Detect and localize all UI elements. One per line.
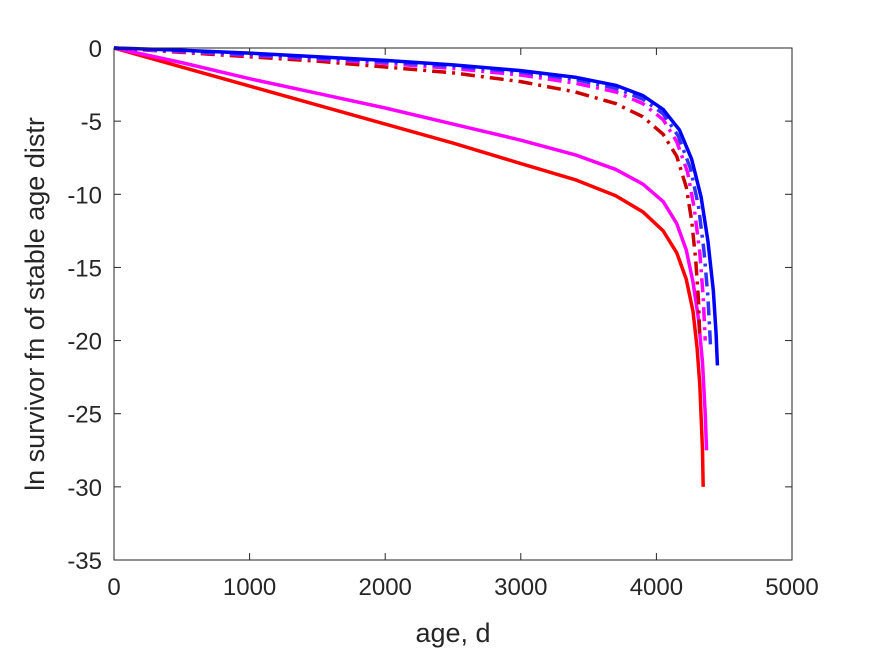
axes: 0 1000 2000 3000 4000 5000 0 -5 -10 -15 -20 -25 -30 -…	[67, 36, 818, 601]
y-tick-label: -15	[67, 255, 102, 282]
y-tick-label: -25	[67, 402, 102, 429]
y-tick-label: -30	[67, 475, 102, 502]
series-line-3	[114, 46, 702, 338]
x-tick-label: 1000	[223, 574, 276, 601]
y-tick-label: -20	[67, 329, 102, 356]
x-axis-label: age, d	[415, 618, 490, 648]
y-tick-label: -5	[81, 109, 102, 136]
x-tick-label: 3000	[494, 574, 547, 601]
y-tick-label: 0	[89, 36, 102, 63]
y-tick-label: -35	[67, 548, 102, 575]
axes-box	[113, 47, 793, 561]
x-tick-label: 4000	[630, 574, 683, 601]
y-tick-label: -10	[67, 182, 102, 209]
plot-area	[114, 46, 792, 560]
x-tick-label: 2000	[359, 574, 412, 601]
x-tick-label: 0	[107, 574, 120, 601]
y-axis-label: ln survivor fn of stable age distr	[20, 117, 50, 491]
x-tick-label: 5000	[765, 574, 818, 601]
series-line-6	[114, 46, 720, 366]
series-line-1	[114, 46, 705, 487]
